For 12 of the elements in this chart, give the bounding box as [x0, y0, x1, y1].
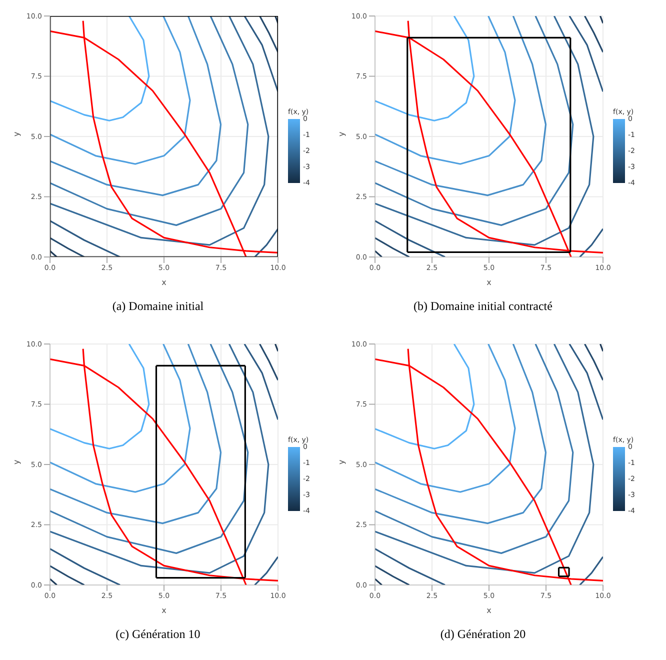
y-axis-title: y: [336, 132, 346, 136]
x-axis-title: x: [162, 606, 167, 615]
text: (a) Domaine initial: [111, 299, 205, 314]
y-axis-title: y: [12, 460, 21, 464]
x-axis-title: x: [486, 606, 492, 615]
text: (b) Domaine initial contracté: [412, 299, 554, 314]
text: (d) Génération 20: [439, 627, 527, 642]
x-axis-title: x: [486, 278, 492, 287]
x-axis-title: x: [162, 278, 167, 287]
text: (c) Génération 10: [114, 627, 202, 642]
y-axis-title: y: [336, 460, 346, 464]
y-axis-title: y: [12, 132, 21, 136]
